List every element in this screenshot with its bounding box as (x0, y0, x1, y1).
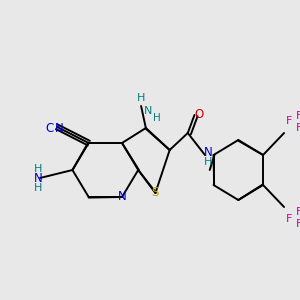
Text: O: O (195, 109, 204, 122)
Text: H: H (34, 164, 42, 174)
Text: H: H (34, 183, 42, 193)
Text: F: F (286, 116, 292, 126)
Text: F: F (296, 111, 300, 121)
Text: C: C (45, 122, 54, 134)
Text: H: H (137, 93, 145, 103)
Text: H: H (204, 157, 212, 167)
Text: N: N (118, 190, 126, 203)
Text: N: N (144, 106, 152, 116)
Text: N: N (34, 172, 43, 185)
Text: N: N (55, 122, 64, 134)
Text: F: F (286, 214, 292, 224)
Text: F: F (296, 123, 300, 133)
Text: S: S (152, 187, 159, 200)
Text: F: F (296, 219, 300, 229)
Text: N: N (203, 146, 212, 158)
Text: H: H (153, 113, 161, 123)
Text: F: F (296, 207, 300, 217)
